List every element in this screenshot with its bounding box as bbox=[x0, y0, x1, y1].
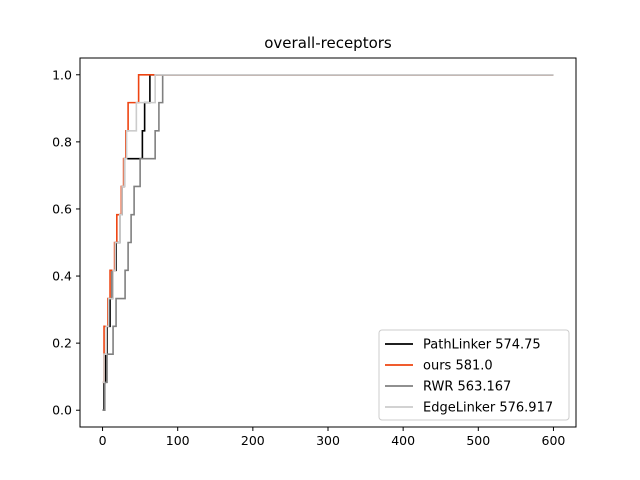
x-tick-label: 500 bbox=[466, 433, 490, 448]
x-tick-label: 400 bbox=[391, 433, 415, 448]
series-line-2 bbox=[102, 73, 554, 412]
legend: PathLinker 574.75 ours 581.0 RWR 563.167 Ed… bbox=[378, 329, 570, 421]
legend-label-3: EdgeLinker 576.917 bbox=[423, 401, 553, 416]
plot-area bbox=[102, 73, 554, 412]
legend-box bbox=[378, 329, 570, 421]
x-tick-label: 100 bbox=[166, 433, 190, 448]
chart-title: overall-receptors bbox=[264, 34, 392, 52]
y-tick-label: 0.4 bbox=[52, 269, 72, 284]
y-tick-label: 0.6 bbox=[52, 201, 72, 216]
x-tick-label: 200 bbox=[241, 433, 265, 448]
x-tick-label: 300 bbox=[316, 433, 340, 448]
axes: 0 100 200 300 400 500 600 0.0 0.2 0.4 0.6 0.8 1.0 bbox=[52, 57, 577, 448]
legend-label-1: ours 581.0 bbox=[423, 359, 493, 374]
y-tick-label: 0.2 bbox=[52, 336, 72, 351]
x-tick-label: 0 bbox=[99, 433, 107, 448]
legend-label-0: PathLinker 574.75 bbox=[423, 338, 541, 353]
legend-label-2: RWR 563.167 bbox=[423, 380, 511, 395]
y-tick-label: 0.8 bbox=[52, 134, 72, 149]
y-tick-label: 1.0 bbox=[52, 67, 72, 82]
y-tick-label: 0.0 bbox=[52, 403, 72, 418]
x-tick-label: 600 bbox=[542, 433, 566, 448]
series-line-3 bbox=[102, 73, 554, 384]
